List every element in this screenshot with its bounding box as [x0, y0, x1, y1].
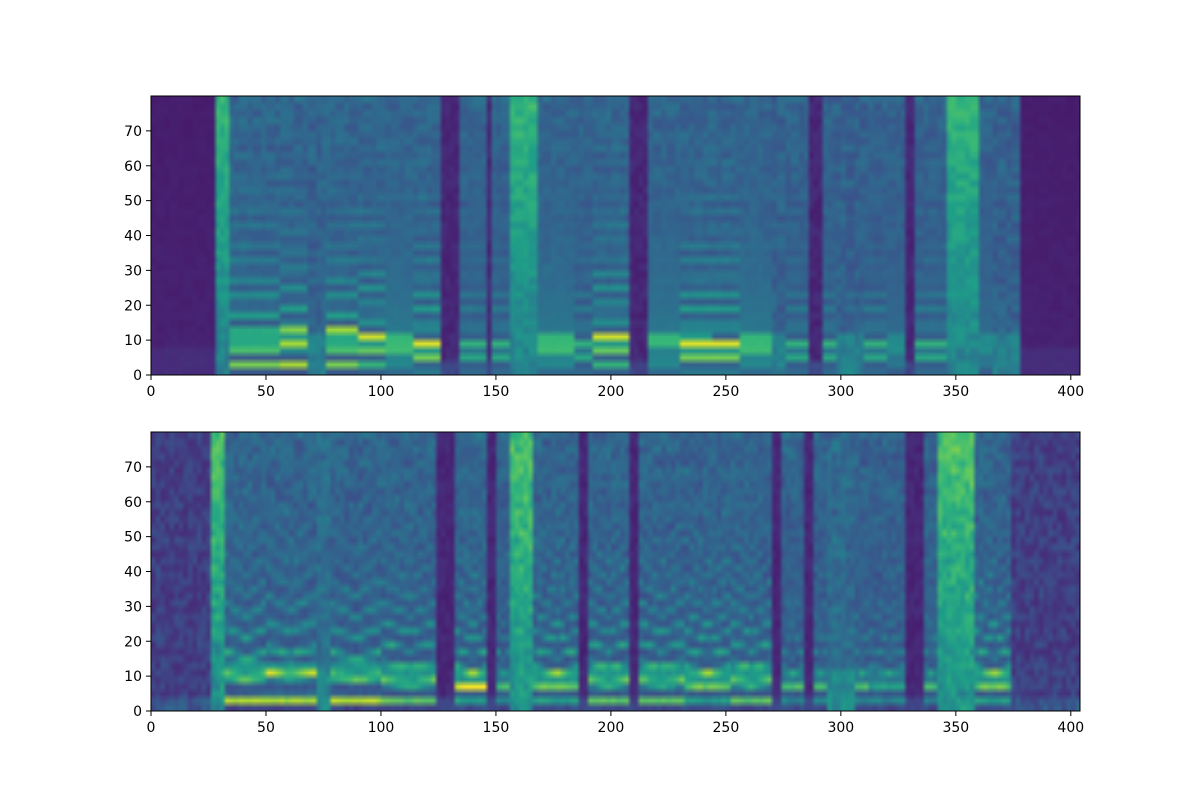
- x-tick-label: 100: [368, 384, 395, 400]
- y-tick-label: 0: [133, 368, 142, 384]
- y-tick-label: 60: [124, 495, 142, 511]
- x-tick-label: 50: [257, 384, 275, 400]
- x-tick-label: 200: [598, 720, 625, 736]
- x-tick-label: 250: [713, 720, 740, 736]
- x-tick-label: 0: [147, 384, 156, 400]
- x-tick-label: 300: [827, 720, 854, 736]
- x-tick-label: 400: [1057, 384, 1084, 400]
- y-tick-label: 50: [124, 530, 142, 546]
- x-tick-label: 350: [942, 720, 969, 736]
- y-tick-label: 50: [124, 194, 142, 210]
- x-tick-label: 400: [1057, 720, 1084, 736]
- y-tick-label: 60: [124, 159, 142, 175]
- y-tick-label: 70: [124, 460, 142, 476]
- y-tick-label: 70: [124, 124, 142, 140]
- y-tick-label: 30: [124, 263, 142, 279]
- x-tick-label: 150: [483, 720, 510, 736]
- bottom-spectrogram-panel: 0 50 100 150 200 250 300 350 400 0 10 20 30 40 50 60 70: [124, 431, 1084, 736]
- heatmap-image: [151, 432, 1080, 711]
- x-tick-label: 0: [147, 720, 156, 736]
- y-tick-label: 40: [124, 229, 142, 245]
- top-spectrogram-panel: 0 50 100 150 200 250 300 350 400 0 10 20 30 40 50 60 70: [124, 95, 1084, 400]
- x-tick-label: 200: [598, 384, 625, 400]
- y-tick-label: 20: [124, 634, 142, 650]
- x-tick-label: 350: [942, 384, 969, 400]
- y-tick-label: 10: [124, 669, 142, 685]
- y-tick-label: 40: [124, 565, 142, 581]
- heatmap-image: [151, 96, 1080, 375]
- y-tick-label: 30: [124, 599, 142, 615]
- y-tick-label: 0: [133, 704, 142, 720]
- x-tick-label: 300: [827, 384, 854, 400]
- x-tick-label: 50: [257, 720, 275, 736]
- y-tick-label: 20: [124, 298, 142, 314]
- x-tick-label: 100: [368, 720, 395, 736]
- x-tick-label: 150: [483, 384, 510, 400]
- x-tick-label: 250: [713, 384, 740, 400]
- y-tick-label: 10: [124, 333, 142, 349]
